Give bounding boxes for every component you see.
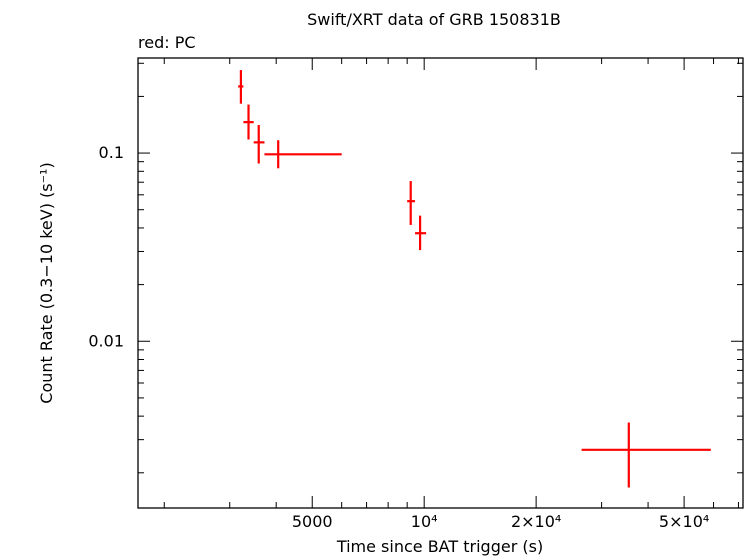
data-point xyxy=(581,422,711,488)
axis-ticks: 5000 10⁴ 2×10⁴ 5×10⁴ 0.1 0.01 xyxy=(88,58,743,531)
plot-frame xyxy=(137,57,744,509)
data-points xyxy=(238,70,711,488)
y-tick-label: 0.1 xyxy=(99,143,124,162)
data-point xyxy=(238,70,244,104)
y-tick-label: 0.01 xyxy=(88,331,124,350)
data-point xyxy=(253,124,265,164)
x-tick-label: 10⁴ xyxy=(411,512,438,531)
data-point xyxy=(407,181,416,225)
x-tick-label: 5×10⁴ xyxy=(659,512,709,531)
x-tick-label: 5000 xyxy=(292,512,333,531)
x-tick-label: 2×10⁴ xyxy=(511,512,561,531)
data-point xyxy=(243,104,254,140)
chart-subtitle: red: PC xyxy=(138,33,196,52)
data-point xyxy=(415,215,427,251)
y-axis-label: Count Rate (0.3−10 keV) (s⁻¹) xyxy=(37,162,56,403)
data-point xyxy=(264,140,342,169)
x-axis-label: Time since BAT trigger (s) xyxy=(336,537,543,556)
chart-title: Swift/XRT data of GRB 150831B xyxy=(307,10,561,29)
